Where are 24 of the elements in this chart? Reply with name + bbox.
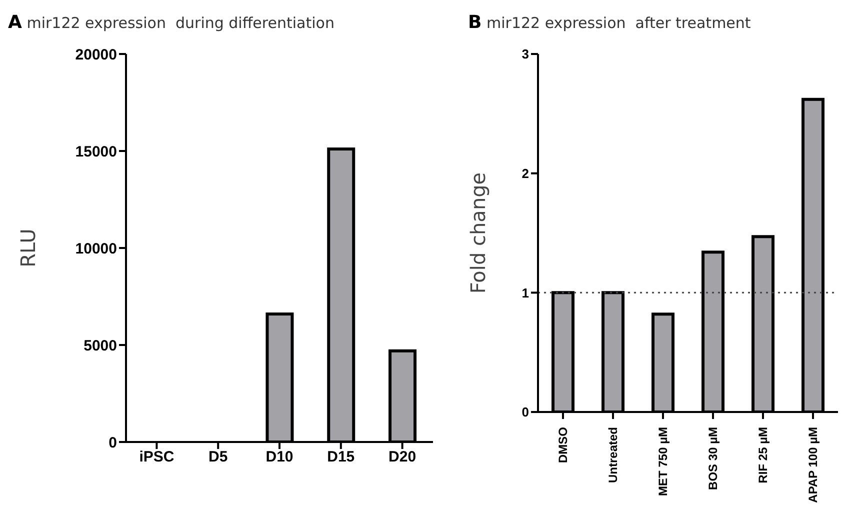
chart-title: A mir122 expression during differentiation [8, 12, 336, 35]
y-tick-label: 10000 [75, 240, 117, 258]
y-tick-label: 0 [108, 434, 117, 452]
x-tick-label: APAP 100 µM [806, 427, 820, 503]
x-tick-label: DMSO [556, 427, 570, 463]
y-tick-label: 3 [522, 46, 529, 62]
y-tick-label: 15000 [75, 143, 117, 160]
x-tick-label: Untreated [606, 427, 620, 484]
x-tick-label: iPSC [139, 448, 174, 466]
x-tick-label: D15 [327, 448, 355, 466]
y-tick-label: 5000 [84, 337, 117, 354]
x-tick-label: RIF 25 µM [756, 427, 770, 484]
x-tick-label: D10 [266, 448, 294, 466]
x-tick-label: MET 750 µM [656, 427, 670, 496]
y-tick-label: 2 [522, 166, 529, 181]
y-tick-label: 20000 [75, 46, 117, 64]
y-tick-label: 0 [522, 404, 529, 420]
y-tick-label: 1 [522, 285, 529, 300]
x-tick-label: D5 [208, 448, 228, 466]
x-tick-label: D20 [388, 448, 416, 466]
x-tick-label: BOS 30 µM [706, 427, 720, 490]
y-axis-title: RLU [16, 228, 40, 268]
chart-title: B mir122 expression after treatment [468, 12, 752, 35]
y-axis-title: Fold change [466, 172, 490, 294]
